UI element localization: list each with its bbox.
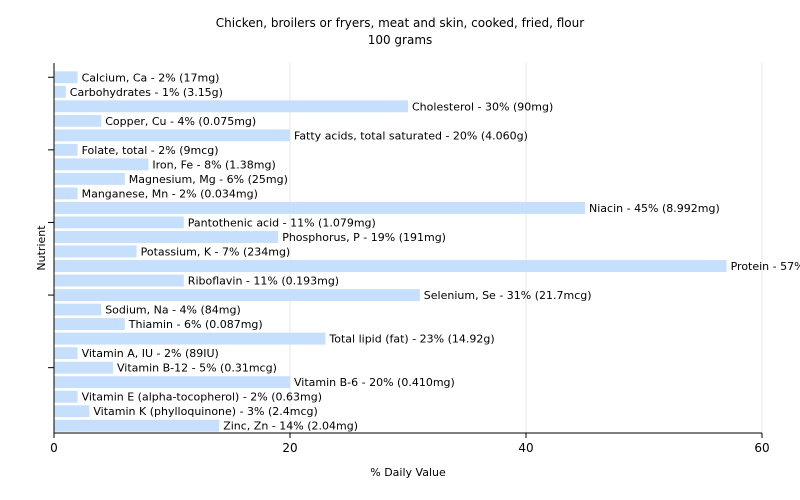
x-tick-label: 60 — [754, 441, 769, 455]
bar — [54, 289, 420, 302]
bar-label: Vitamin E (alpha-tocopherol) - 2% (0.63m… — [82, 391, 322, 404]
bar — [54, 245, 137, 258]
bar-label: Pantothenic acid - 11% (1.079mg) — [188, 216, 376, 229]
bar — [54, 216, 184, 229]
bar — [54, 347, 78, 360]
bar — [54, 361, 113, 374]
bar — [54, 231, 279, 243]
x-tick-label: 0 — [50, 441, 58, 455]
bar — [54, 419, 220, 432]
bar-label: Vitamin B-12 - 5% (0.31mcg) — [117, 362, 277, 375]
chart-subtitle: 100 grams — [368, 33, 433, 47]
bar-label: Sodium, Na - 4% (84mg) — [105, 304, 241, 317]
bar-label: Vitamin A, IU - 2% (89IU) — [82, 347, 219, 360]
axes: 0 20 40 60 — [48, 63, 770, 455]
bar — [54, 376, 290, 389]
bar-label: Magnesium, Mg - 6% (25mg) — [129, 173, 288, 186]
bar-label: Zinc, Zn - 14% (2.04mg) — [223, 420, 358, 433]
bar-label: Fatty acids, total saturated - 20% (4.06… — [294, 129, 528, 142]
grid-lines — [289, 63, 763, 433]
bar — [54, 85, 66, 98]
bar — [54, 318, 125, 331]
bar-label: Thiamin - 6% (0.087mg) — [128, 318, 263, 331]
bar — [54, 100, 408, 113]
bar — [54, 129, 290, 142]
bar-label: Niacin - 45% (8.992mg) — [589, 202, 720, 215]
bar — [54, 114, 102, 127]
bar-label: Vitamin K (phylloquinone) - 3% (2.4mcg) — [93, 405, 317, 418]
bar — [54, 303, 102, 316]
bar — [54, 405, 90, 418]
bar — [54, 143, 78, 156]
bar-label: Vitamin B-6 - 20% (0.410mg) — [294, 376, 455, 389]
x-axis-label: % Daily Value — [370, 466, 446, 479]
bar-label: Carbohydrates - 1% (3.15g) — [70, 86, 223, 99]
bar — [54, 172, 125, 185]
bar-label: Copper, Cu - 4% (0.075mg) — [105, 115, 256, 128]
bar-label: Iron, Fe - 8% (1.38mg) — [152, 158, 275, 171]
chart-title: Chicken, broilers or fryers, meat and sk… — [216, 16, 584, 30]
bar — [54, 201, 585, 214]
bar-label: Cholesterol - 30% (90mg) — [412, 100, 553, 113]
bar-label: Phosphorus, P - 19% (191mg) — [282, 231, 446, 244]
bar-label: Folate, total - 2% (9mcg) — [82, 144, 219, 157]
bar — [54, 158, 149, 171]
bar — [54, 390, 78, 403]
x-tick-label: 40 — [518, 441, 533, 455]
bar-label: Manganese, Mn - 2% (0.034mg) — [82, 187, 258, 200]
bar — [54, 260, 727, 272]
bar — [54, 187, 78, 200]
bar-label: Riboflavin - 11% (0.193mg) — [188, 275, 339, 288]
bar-label: Protein - 57% (28.56g) — [731, 260, 800, 273]
bar — [54, 71, 78, 84]
bar — [54, 332, 326, 345]
bar-label: Total lipid (fat) - 23% (14.92g) — [328, 333, 494, 346]
x-tick-label: 20 — [282, 441, 297, 455]
y-axis-label: Nutrient — [35, 225, 48, 271]
bar-label: Selenium, Se - 31% (21.7mcg) — [424, 289, 592, 302]
bar-label: Potassium, K - 7% (234mg) — [141, 246, 291, 259]
bar — [54, 274, 184, 287]
bar-label: Calcium, Ca - 2% (17mg) — [82, 71, 220, 84]
bars: Calcium, Ca - 2% (17mg) Carbohydrates - 1… — [54, 71, 800, 433]
